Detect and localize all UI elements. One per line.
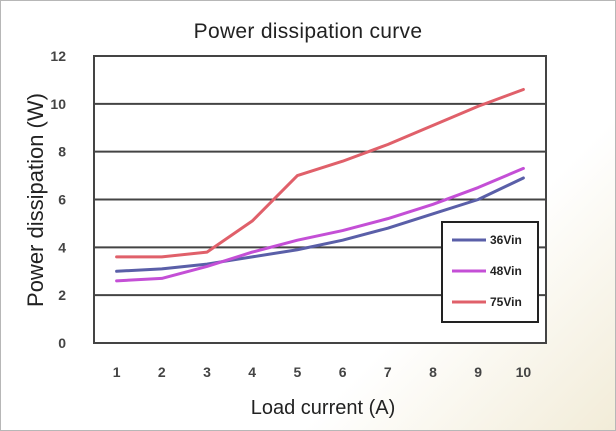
y-tick-label: 6: [58, 192, 66, 208]
x-tick-label: 3: [203, 364, 211, 380]
series-line-36vin: [115, 176, 525, 273]
series-line-48vin: [115, 166, 525, 283]
y-tick-label: 0: [58, 335, 66, 351]
x-tick-label: 1: [113, 364, 121, 380]
y-tick-label: 2: [58, 287, 66, 303]
y-tick-label: 12: [50, 48, 66, 64]
series-lines: [115, 87, 525, 283]
y-tick-labels: 0 2 4 6 8 10 12: [50, 48, 66, 351]
x-axis-label: Load current (A): [250, 397, 396, 419]
y-tick-label: 10: [50, 96, 66, 112]
legend: 36Vin 48Vin 75Vin: [441, 221, 539, 323]
x-tick-label: 2: [158, 364, 166, 380]
y-tick-label: 4: [58, 239, 66, 255]
legend-label: 75Vin: [490, 295, 522, 309]
x-tick-labels: 1 2 3 4 5 6 7 8 9 10: [113, 364, 532, 380]
x-tick-label: 9: [474, 364, 482, 380]
legend-label: 36Vin: [490, 233, 522, 247]
legend-label: 48Vin: [490, 264, 522, 278]
x-tick-label: 6: [339, 364, 347, 380]
x-tick-label: 10: [516, 364, 532, 380]
y-tick-label: 8: [58, 144, 66, 160]
series-line-75vin: [115, 87, 525, 259]
x-tick-label: 8: [429, 364, 437, 380]
x-tick-label: 5: [294, 364, 302, 380]
x-tick-label: 4: [248, 364, 256, 380]
chart-title: Power dissipation curve: [193, 20, 423, 43]
x-tick-label: 7: [384, 364, 392, 380]
